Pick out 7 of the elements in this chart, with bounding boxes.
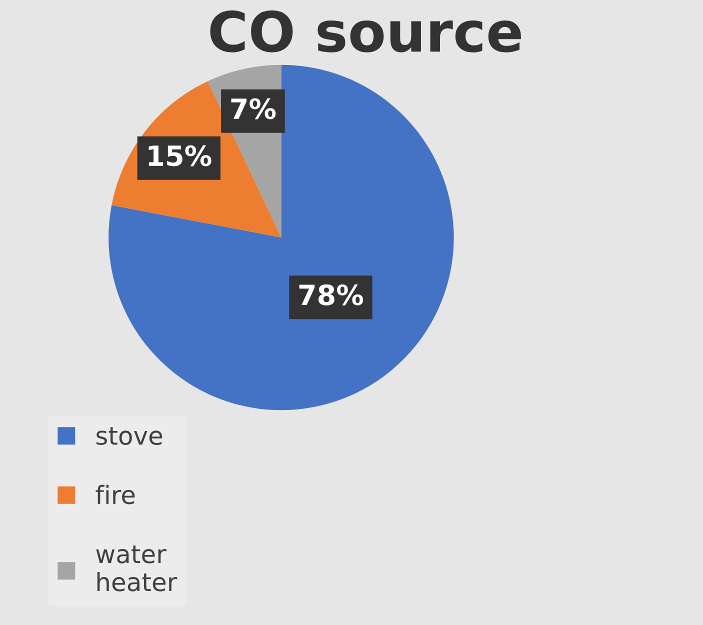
legend-label: water heater <box>96 546 178 592</box>
legend-label: fire <box>96 484 135 504</box>
data-label: 78% <box>299 284 364 306</box>
data-label: 7% <box>231 98 276 120</box>
legend-label: stove <box>96 427 162 446</box>
data-label: 15% <box>148 145 212 166</box>
chart-title: CO source <box>210 10 521 52</box>
